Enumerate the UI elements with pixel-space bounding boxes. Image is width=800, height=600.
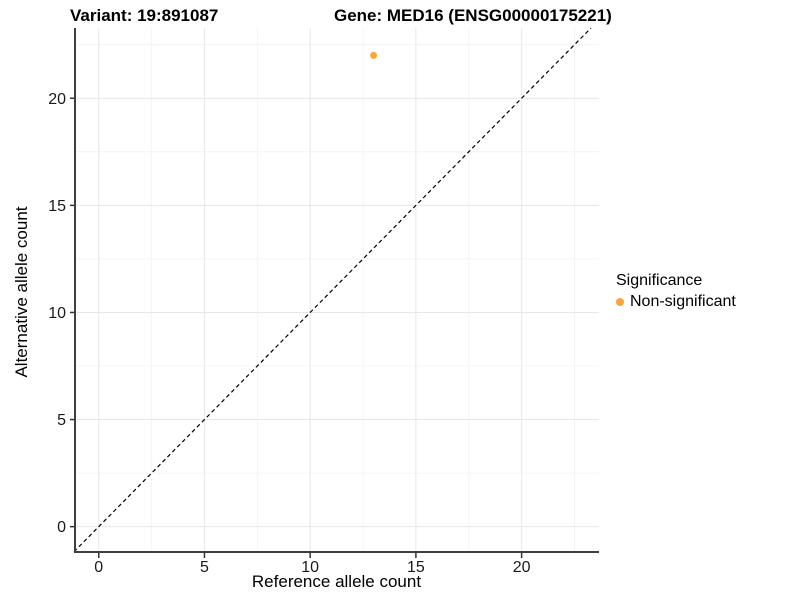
y-tick-label: 20 [48, 91, 66, 108]
x-tick-label: 0 [94, 559, 103, 576]
y-tick-label: 15 [48, 198, 66, 215]
x-tick-label: 20 [513, 559, 531, 576]
identity-line [73, 27, 592, 553]
data-point [370, 51, 378, 59]
gene-title: Gene: MED16 (ENSG00000175221) [334, 6, 612, 25]
legend: Significance Non-significant [616, 272, 736, 311]
x-tick-label: 15 [407, 559, 425, 576]
legend-item: Non-significant [616, 293, 736, 311]
y-tick-label: 10 [48, 305, 66, 322]
y-tick-label: 0 [57, 519, 66, 536]
x-tick-label: 5 [200, 559, 209, 576]
legend-item-label: Non-significant [630, 293, 736, 310]
y-tick-label: 5 [57, 412, 66, 429]
legend-point-icon [616, 298, 624, 306]
variant-title: Variant: 19:891087 [70, 6, 219, 25]
x-axis-title: Reference allele count [251, 572, 422, 591]
y-axis-title: Alternative allele count [12, 206, 31, 378]
x-tick-label: 10 [301, 559, 319, 576]
legend-title: Significance [616, 272, 703, 289]
